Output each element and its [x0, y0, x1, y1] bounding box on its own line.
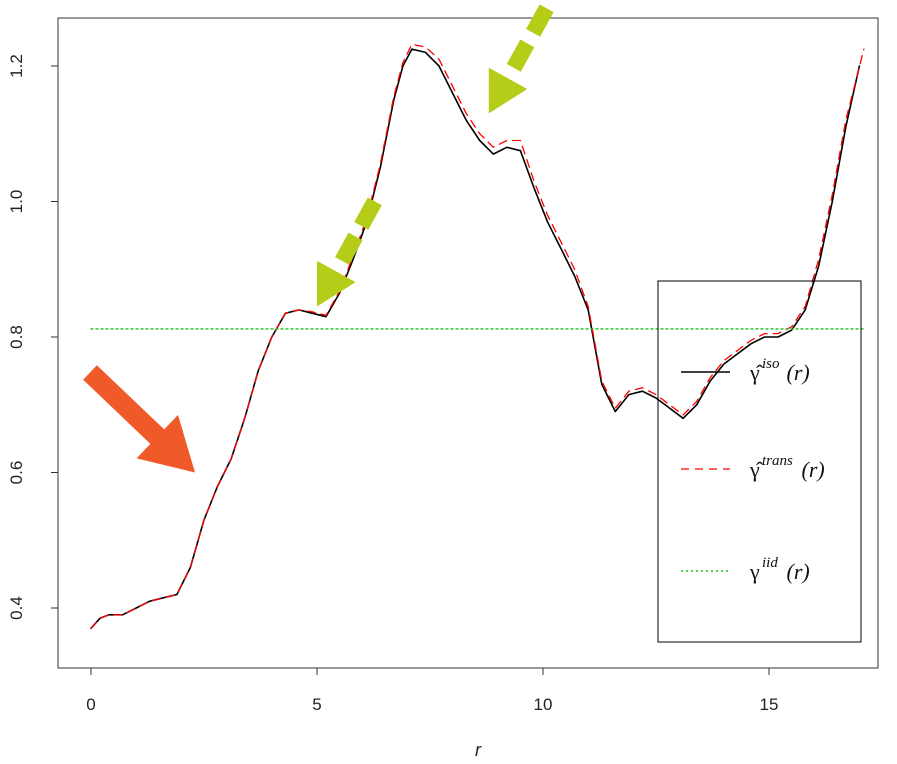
legend-box — [657, 280, 862, 643]
legend-superscript: iso — [762, 356, 780, 372]
arrow-head — [317, 260, 356, 307]
legend-superscript: trans — [762, 453, 793, 469]
x-tick-label: 5 — [312, 695, 321, 714]
x-tick-label: 10 — [534, 695, 553, 714]
arrow-dash — [354, 197, 382, 230]
arrow-shape — [83, 365, 195, 473]
x-tick-label: 0 — [86, 695, 95, 714]
y-tick-label: 0.6 — [7, 461, 26, 485]
arrow-dash — [335, 232, 363, 265]
legend-argument: (r) — [787, 559, 810, 584]
legend-argument: (r) — [802, 457, 825, 482]
series-line-iso — [90, 48, 861, 630]
annotation-layer — [83, 4, 554, 473]
series-line-trans — [90, 43, 865, 629]
axes-layer: 0 5 10 15 0.4 0.6 0.8 1.0 1.2 r — [7, 17, 879, 760]
legend-superscript: iid — [762, 555, 778, 571]
arrow-annotation — [317, 197, 382, 307]
arrow-head — [488, 67, 528, 114]
x-tick-label: 15 — [760, 695, 779, 714]
arrow-annotation — [488, 4, 554, 114]
legend-argument: (r) — [787, 360, 810, 385]
y-tick-label: 0.8 — [7, 325, 26, 349]
arrow-dash — [526, 4, 554, 37]
x-axis-title: r — [475, 740, 482, 760]
legend-symbol: γ — [749, 559, 760, 584]
y-tick-label: 1.0 — [7, 190, 26, 214]
arrow-annotation — [83, 365, 195, 473]
series-layer — [90, 43, 865, 630]
y-tick-label: 0.4 — [7, 596, 26, 620]
y-tick-label: 1.2 — [7, 54, 26, 78]
arrow-dash — [506, 39, 535, 72]
legend: γ̂ iso (r)γ̂ trans (r)γ iid (r) — [657, 280, 862, 643]
plot-frame — [57, 17, 879, 669]
